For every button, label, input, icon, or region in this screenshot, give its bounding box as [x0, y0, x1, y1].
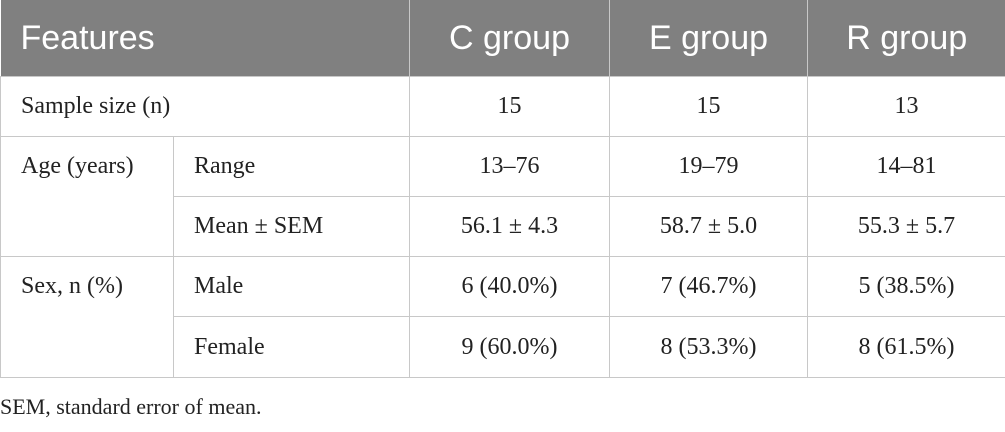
cell-range-e: 19–79	[609, 136, 808, 197]
row-label-age: Age (years)	[0, 136, 174, 257]
row-sublabel-range: Range	[173, 136, 410, 197]
row-sublabel-mean: Mean ± SEM	[173, 196, 410, 257]
row-label-sample-size: Sample size (n)	[0, 76, 410, 137]
cell-sample-c: 15	[409, 76, 610, 137]
cell-male-e: 7 (46.7%)	[609, 256, 808, 317]
header-features: Features	[0, 0, 410, 77]
table-row-sex-male: Sex, n (%) Male 6 (40.0%) 7 (46.7%) 5 (3…	[0, 256, 1005, 378]
cell-mean-c: 56.1 ± 4.3	[409, 196, 610, 257]
header-row: Features C group E group R group	[0, 0, 1005, 77]
cell-male-c: 6 (40.0%)	[409, 256, 610, 317]
row-label-sex: Sex, n (%)	[0, 256, 174, 378]
header-c-group: C group	[409, 0, 610, 77]
row-sublabel-female: Female	[173, 316, 410, 378]
cell-female-e: 8 (53.3%)	[609, 316, 808, 378]
cell-mean-r: 55.3 ± 5.7	[807, 196, 1005, 257]
header-r-group: R group	[807, 0, 1005, 77]
cell-range-r: 14–81	[807, 136, 1005, 197]
table-row-age-range: Age (years) Range 13–76 19–79 14–81	[0, 136, 1005, 257]
table-row-sex-female: Female 9 (60.0%) 8 (53.3%) 8 (61.5%)	[1, 316, 1005, 378]
cell-sample-r: 13	[807, 76, 1005, 137]
cell-female-c: 9 (60.0%)	[409, 316, 610, 378]
table-footnote: SEM, standard error of mean.	[0, 394, 262, 419]
cell-male-r: 5 (38.5%)	[807, 256, 1005, 317]
header-e-group: E group	[609, 0, 808, 77]
cell-range-c: 13–76	[409, 136, 610, 197]
row-sublabel-male: Male	[173, 256, 410, 317]
demographics-table: Features C group E group R group Sample …	[0, 0, 1005, 378]
table-row-sample-size: Sample size (n) 15 15 13	[0, 76, 1005, 137]
cell-sample-e: 15	[609, 76, 808, 137]
cell-mean-e: 58.7 ± 5.0	[609, 196, 808, 257]
cell-female-r: 8 (61.5%)	[807, 316, 1005, 378]
